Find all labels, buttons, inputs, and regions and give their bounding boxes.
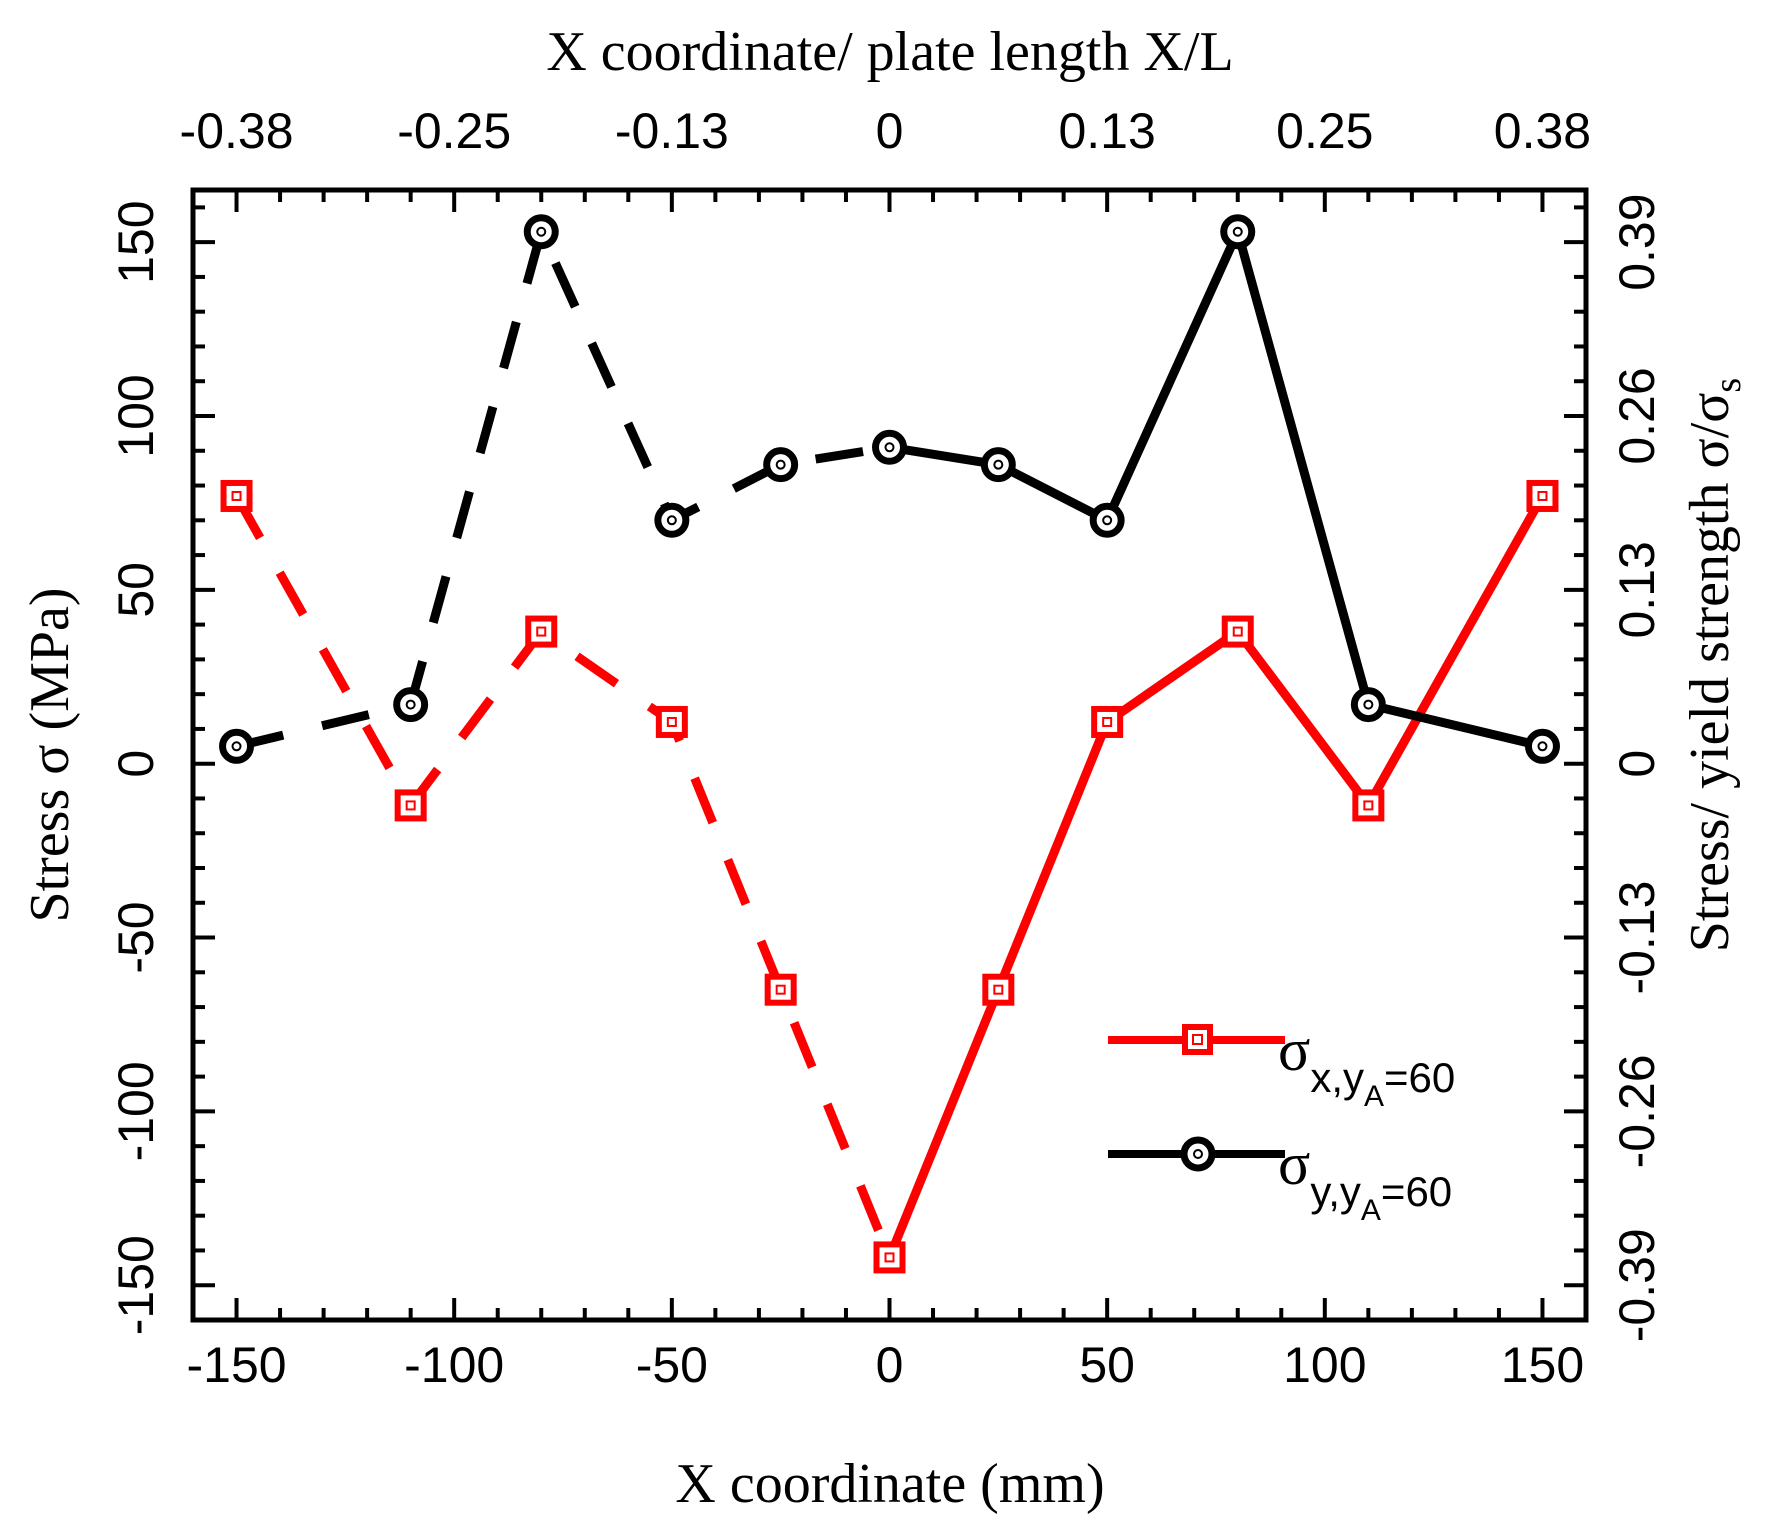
right-tick-label: 0 <box>1609 750 1665 778</box>
top-tick-label: 0.25 <box>1276 103 1373 159</box>
sigma-y-point-dot <box>993 459 1004 470</box>
legend-marker-circle-dot <box>1193 1149 1203 1159</box>
y-tick-label: 0 <box>108 750 164 778</box>
sigma-x-point-dot <box>666 716 677 727</box>
top-tick-label: 0.13 <box>1058 103 1155 159</box>
legend-label-sigma-x: σx,yA=60 <box>1278 1017 1455 1113</box>
x-tick-label: 100 <box>1283 1337 1366 1393</box>
y-tick-label: 100 <box>108 374 164 457</box>
x-tick-label: 150 <box>1501 1337 1584 1393</box>
x-axis-title: X coordinate (mm) <box>675 1453 1104 1515</box>
series-layer <box>219 214 1560 1274</box>
x-tick-label: 0 <box>876 1337 904 1393</box>
sigma-y-point-dot <box>1537 741 1548 752</box>
sigma-x-point-dot <box>1232 626 1243 637</box>
y-tick-label: -100 <box>108 1061 164 1161</box>
sigma-y-point-dot <box>231 741 242 752</box>
sigma-y-point-dot <box>666 515 677 526</box>
legend-x-subsub: A <box>1364 1080 1384 1113</box>
top-tick-label: -0.13 <box>615 103 729 159</box>
top-tick-label: -0.38 <box>180 103 294 159</box>
series-0-solid-line <box>885 493 1547 1260</box>
y-tick-label: 50 <box>108 562 164 618</box>
right-tick-label: 0.13 <box>1609 541 1665 638</box>
sigma-y-point-dot <box>1363 699 1374 710</box>
sigma-x-point-dot <box>1363 800 1374 811</box>
sigma-x-point-dot <box>405 800 416 811</box>
right-axis-title-sub: s <box>1707 378 1749 393</box>
legend-marker-square <box>1182 1024 1213 1055</box>
top-tick-label: -0.25 <box>397 103 511 159</box>
sigma-x-point-dot <box>1537 490 1548 501</box>
sigma-x-point <box>655 705 688 738</box>
right-tick-label: 0.39 <box>1609 193 1665 290</box>
sigma-x-point-dot <box>231 490 242 501</box>
legend-y-sub: y,y <box>1310 1168 1361 1215</box>
legend-label-sigma-y: σy,yA=60 <box>1278 1131 1452 1227</box>
legend-marker-square-dot <box>1192 1034 1203 1045</box>
sigma-x-point-dot <box>536 626 547 637</box>
series-1-solid-line <box>888 227 1544 751</box>
legend-y-subsub: A <box>1361 1194 1381 1227</box>
sigma-x-point <box>220 479 253 512</box>
plot-frame <box>190 187 1589 1323</box>
legend-y-tail: =60 <box>1381 1168 1452 1215</box>
series-1-dashed-line <box>235 227 891 751</box>
series-0-dashed-line <box>232 493 894 1260</box>
right-axis-title: Stress/ yield strength σ/σs <box>1679 378 1749 952</box>
legend-x-sub: x,y <box>1310 1054 1364 1101</box>
top-axis-title: X coordinate/ plate length X/L <box>546 21 1233 83</box>
right-tick-label: -0.39 <box>1609 1228 1665 1342</box>
sigma-y-point-dot <box>1232 226 1243 237</box>
y-axis-title: Stress σ (MPa) <box>19 587 81 922</box>
x-tick-label: -100 <box>404 1337 504 1393</box>
right-axis-title-main: Stress/ yield strength σ/σ <box>1679 393 1741 953</box>
sigma-x-point-dot <box>1102 716 1113 727</box>
sigma-y-point-dot <box>405 699 416 710</box>
x-tick-label: -50 <box>636 1337 708 1393</box>
right-tick-label: -0.13 <box>1609 881 1665 995</box>
sigma-y-point-dot <box>1102 515 1113 526</box>
y-tick-label: -150 <box>108 1235 164 1335</box>
top-tick-label: 0 <box>876 103 904 159</box>
sigma-y-point-dot <box>775 459 786 470</box>
legend-x-sigma: σ <box>1278 1017 1310 1083</box>
y-tick-label: -50 <box>108 901 164 973</box>
right-tick-label: 0.26 <box>1609 367 1665 464</box>
sigma-y-point-dot <box>884 442 895 453</box>
x-tick-label: -150 <box>186 1337 286 1393</box>
sigma-x-point-dot <box>993 984 1004 995</box>
legend-x-tail: =60 <box>1384 1054 1455 1101</box>
axis-ticks: -150 -100 -50 0 50 100 150 -0.38 -0.25 -0.13 0 0.13… <box>108 103 1665 1393</box>
sigma-x-point <box>764 973 797 1006</box>
right-tick-label: -0.26 <box>1609 1054 1665 1168</box>
sigma-x-point-dot <box>884 1252 895 1263</box>
y-tick-label: 150 <box>108 200 164 283</box>
x-tick-label: 50 <box>1079 1337 1135 1393</box>
top-tick-label: 0.38 <box>1494 103 1591 159</box>
legend: σx,yA=60 σy,yA=60 <box>1108 1017 1455 1227</box>
sigma-y-point-dot <box>536 226 547 237</box>
legend-y-sigma: σ <box>1278 1131 1310 1197</box>
sigma-x-point-dot <box>775 984 786 995</box>
